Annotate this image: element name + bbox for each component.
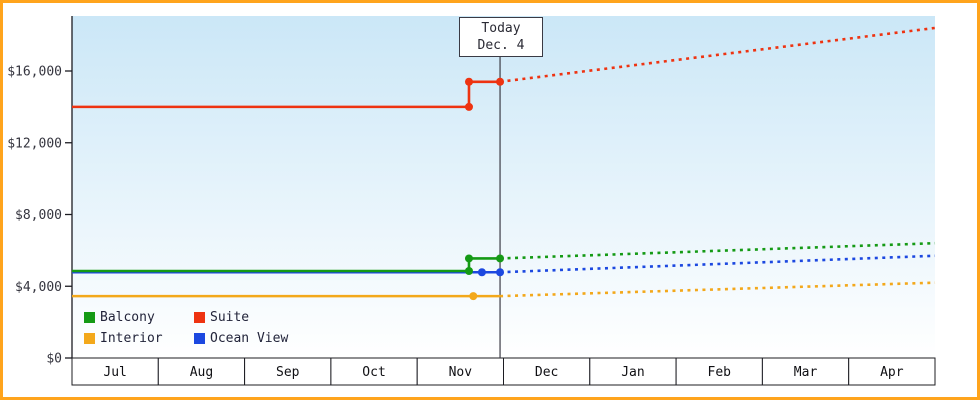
month-label-feb: Feb (708, 365, 732, 380)
month-label-oct: Oct (362, 365, 385, 380)
month-cell-apr (848, 357, 936, 386)
month-label-jul: Jul (103, 365, 126, 380)
y-tick-label: $12,000 (7, 136, 62, 151)
series-marker-ocean-view (477, 268, 486, 277)
month-cell-feb (675, 357, 763, 386)
plot-area (72, 16, 935, 358)
month-label-aug: Aug (190, 365, 213, 380)
series-history-suite (72, 80, 501, 109)
series-marker-balcony (496, 254, 505, 263)
y-tick-label: $8,000 (15, 208, 62, 223)
series-forecast-ocean-view (499, 254, 936, 274)
month-cell-jan (589, 357, 677, 386)
series-forecast-balcony (500, 241, 936, 260)
month-label-mar: Mar (794, 365, 818, 380)
legend-swatch-ocean-view (194, 333, 205, 344)
month-cell-sep (244, 357, 332, 386)
month-cell-jul (71, 357, 159, 386)
today-flag-date: Dec. 4 (477, 38, 525, 53)
month-label-apr: Apr (880, 365, 904, 380)
legend-swatch-suite (194, 312, 205, 323)
legend-label-interior: Interior (100, 331, 163, 346)
legend: Balcony Suite Interior Ocean View (84, 310, 288, 346)
month-label-dec: Dec (535, 365, 558, 380)
series-marker-balcony (464, 267, 473, 276)
series-marker-ocean-view (496, 268, 505, 277)
legend-label-suite: Suite (210, 310, 250, 325)
today-flag-title: Today (481, 21, 521, 36)
series-history-balcony (72, 257, 501, 273)
y-tick-label: $4,000 (15, 280, 62, 295)
month-label-sep: Sep (276, 365, 300, 380)
legend-item-suite: Suite (194, 310, 288, 325)
legend-swatch-interior (84, 333, 95, 344)
legend-swatch-balcony (84, 312, 95, 323)
series-marker-suite (464, 77, 473, 86)
legend-label-balcony: Balcony (100, 310, 155, 325)
series-marker-suite (496, 77, 505, 86)
series-marker-interior (469, 292, 478, 301)
month-label-jan: Jan (621, 365, 644, 380)
series-forecast-suite (499, 26, 936, 84)
y-tick-label: $0 (46, 352, 62, 367)
today-flag: Today Dec. 4 (459, 17, 543, 57)
series-forecast-interior (500, 281, 936, 298)
month-cell-aug (157, 357, 246, 386)
y-tick-label: $16,000 (7, 65, 62, 80)
month-cell-dec (503, 357, 591, 386)
legend-item-balcony: Balcony (84, 310, 180, 325)
month-label-nov: Nov (449, 365, 473, 380)
series-marker-suite (464, 102, 473, 111)
legend-label-ocean-view: Ocean View (210, 331, 289, 346)
series-marker-balcony (464, 254, 473, 263)
legend-item-ocean-view: Ocean View (194, 331, 288, 346)
legend-item-interior: Interior (84, 331, 180, 346)
